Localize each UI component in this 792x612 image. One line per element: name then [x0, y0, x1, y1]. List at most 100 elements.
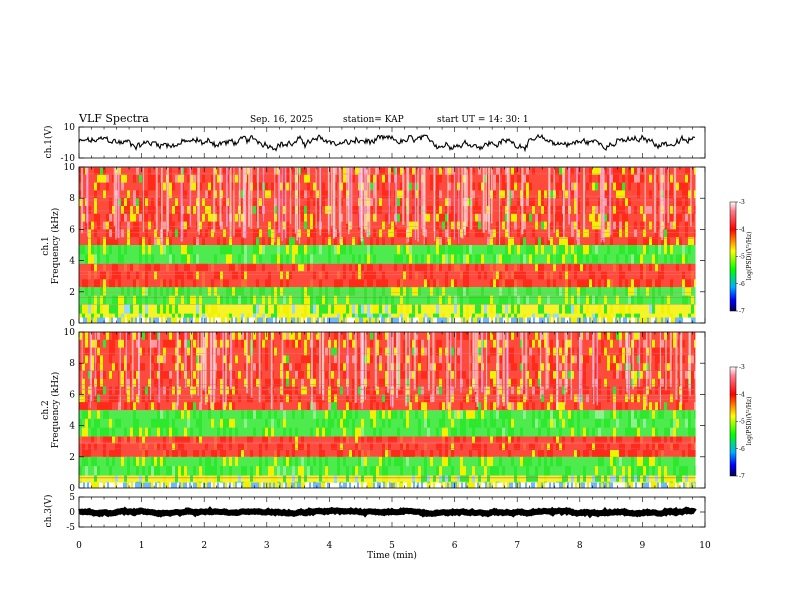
spectral-cell: [443, 482, 445, 488]
spectral-cell: [352, 271, 355, 280]
spectral-cell: [505, 213, 508, 222]
spectral-cell: [424, 371, 427, 379]
spectral-cell: [415, 263, 418, 272]
spectral-cell: [355, 317, 357, 323]
spectral-cell: [511, 347, 514, 356]
spectral-cell: [304, 206, 307, 214]
spectral-cell: [331, 394, 334, 403]
spectral-cell: [112, 363, 115, 371]
spectral-cell: [664, 221, 667, 230]
spectral-cell: [394, 355, 397, 364]
spectral-cell: [169, 317, 171, 323]
spectral-cell: [241, 410, 244, 419]
spectral-cell: [526, 475, 529, 482]
spectral-cell: [427, 418, 430, 428]
spectral-cell: [331, 198, 334, 206]
spectral-cell: [652, 339, 655, 348]
spectral-cell: [640, 263, 643, 272]
spectral-cell: [178, 410, 181, 419]
spectral-cell: [616, 206, 619, 214]
spectral-cell: [689, 482, 691, 488]
spectral-cell: [136, 190, 139, 199]
plot-frame: [78, 126, 706, 159]
spectral-cell: [541, 221, 544, 230]
spectral-cell: [607, 482, 609, 488]
spectral-cell: [505, 410, 508, 419]
spectral-cell: [415, 167, 418, 175]
spectral-cell: [175, 198, 178, 206]
spectral-cell: [529, 347, 532, 356]
spectral-cell: [478, 436, 481, 444]
spectral-cell: [151, 317, 153, 323]
spectral-cell: [379, 198, 382, 206]
spectral-cell: [196, 450, 199, 457]
spectral-cell: [640, 221, 643, 230]
spectral-cell: [475, 304, 478, 314]
spectral-cell: [541, 394, 544, 403]
spectral-cell: [391, 229, 394, 238]
spectral-cell: [295, 317, 297, 323]
spectral-cell: [399, 317, 401, 323]
spectral-cell: [520, 263, 523, 272]
spectral-cell: [694, 190, 697, 199]
spectral-cell: [103, 190, 106, 199]
spectral-cell: [97, 182, 100, 191]
spectral-cell: [379, 295, 382, 305]
spectral-cell: [484, 402, 487, 410]
spectral-cell: [646, 410, 649, 419]
spectral-cell: [661, 263, 664, 272]
spectral-cell: [141, 482, 143, 488]
spectral-cell: [103, 271, 106, 280]
spectral-cell: [544, 206, 547, 214]
spectral-cell: [118, 295, 121, 305]
spectral-cell: [670, 287, 673, 296]
spectral-cell: [154, 347, 157, 356]
spectral-cell: [220, 402, 223, 410]
spectral-cell: [245, 317, 247, 323]
spectral-cell: [431, 317, 433, 323]
spectral-cell: [676, 402, 679, 410]
spectral-cell: [103, 263, 106, 272]
spectral-cell: [547, 279, 550, 288]
spectral-cell: [353, 317, 355, 323]
spectral-cell: [97, 410, 100, 419]
spectral-cell: [421, 475, 424, 482]
spectral-cell: [292, 475, 295, 482]
spectral-cell: [232, 332, 235, 340]
spectral-cell: [307, 295, 310, 305]
spectral-cell: [409, 371, 412, 379]
spectral-cell: [535, 418, 538, 428]
spectral-cell: [227, 317, 229, 323]
spectral-cell: [322, 263, 325, 272]
spectral-cell: [205, 443, 208, 451]
spectral-cell: [97, 332, 100, 340]
spectral-cell: [115, 436, 118, 444]
spectral-cell: [328, 410, 331, 419]
spectral-cell: [307, 402, 310, 410]
sferic-streak: [638, 332, 641, 388]
spectral-cell: [118, 198, 121, 206]
spectral-cell: [667, 475, 670, 482]
spectral-cell: [94, 254, 97, 264]
spectral-cell: [127, 190, 130, 199]
spectral-cell: [268, 271, 271, 280]
spectral-cell: [424, 237, 427, 245]
spectral-cell: [280, 287, 283, 296]
spectral-cell: [229, 402, 232, 410]
spectral-cell: [535, 237, 538, 245]
spectral-cell: [343, 182, 346, 191]
spectral-cell: [100, 287, 103, 296]
spectral-cell: [670, 418, 673, 428]
spectral-cell: [611, 482, 613, 488]
spectral-cell: [220, 190, 223, 199]
spectral-cell: [256, 378, 259, 387]
spectral-cell: [172, 221, 175, 230]
spectral-cell: [365, 317, 367, 323]
spectral-cell: [511, 378, 514, 387]
spectral-cell: [265, 443, 268, 451]
spectral-cell: [412, 475, 415, 482]
spectral-cell: [79, 332, 82, 340]
spectral-cell: [643, 378, 646, 387]
spectral-cell: [94, 206, 97, 214]
spectral-cell: [238, 475, 241, 482]
